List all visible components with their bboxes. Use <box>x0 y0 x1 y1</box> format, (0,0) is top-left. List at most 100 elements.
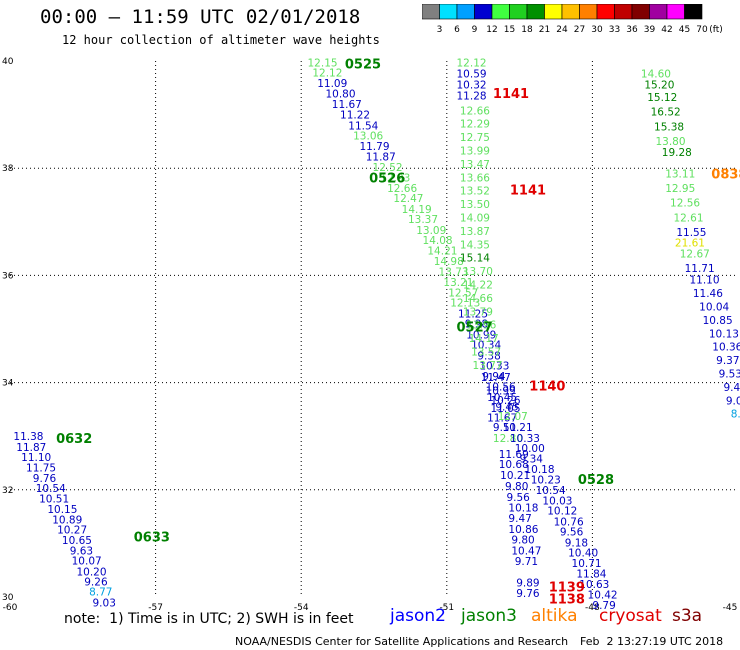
wave-height-label: 11.05 <box>490 403 520 415</box>
satellite-label-s3a: s3a <box>672 606 703 626</box>
wave-height-label: 15.38 <box>654 121 684 133</box>
wave-height-label: 10.54 <box>536 485 566 497</box>
colorbar-tick-label: 36 <box>626 25 638 35</box>
wave-height-label: 15.14 <box>460 253 490 265</box>
y-tick-label: 32 <box>2 486 13 496</box>
wave-height-label: 10.45 <box>487 392 517 404</box>
wave-height-label: 9.94 <box>482 371 506 383</box>
wave-height-label: 9.79 <box>592 600 615 612</box>
wave-height-label: 10.99 <box>486 386 516 398</box>
wave-height-label: 9.18 <box>565 537 588 549</box>
wave-height-label: 10.86 <box>508 524 538 536</box>
wave-height-label: 14.17 <box>469 333 499 345</box>
wave-height-label: 8.91 <box>731 409 740 421</box>
wave-height-label: 9.80 <box>511 535 534 547</box>
wave-height-label: 14.19 <box>402 204 432 216</box>
colorbar-tick-label: 6 <box>454 25 460 35</box>
wave-height-label: 11.46 <box>693 288 723 300</box>
wave-height-label: 11.87 <box>16 442 46 454</box>
wave-height-label: 9.03 <box>93 597 116 609</box>
wave-height-label: 11.75 <box>26 462 56 474</box>
wave-height-label: 9.63 <box>70 545 93 557</box>
wave-height-label: 10.21 <box>503 422 533 434</box>
wave-height-label: 13.80 <box>655 136 685 148</box>
wave-height-label: 13.96 <box>466 320 496 332</box>
wave-height-label: 13.06 <box>353 131 383 143</box>
wave-height-label: 9.89 <box>516 578 539 590</box>
colorbar-tick-label: 12 <box>486 25 497 35</box>
wave-height-label: 11.67 <box>332 99 362 111</box>
wave-height-label: 9.76 <box>516 588 540 600</box>
wave-height-label: 10.21 <box>500 470 530 482</box>
footer-note: note: 1) Time is in UTC; 2) SWH is in fe… <box>64 611 354 627</box>
wave-height-label: 13.77 <box>473 360 503 372</box>
y-tick-label: 36 <box>2 271 14 281</box>
wave-height-label: 13.79 <box>463 306 493 318</box>
wave-height-label: 12.57 <box>448 288 478 300</box>
wave-height-label: 11.69 <box>499 449 529 461</box>
wave-height-label: 12.47 <box>393 193 423 205</box>
wave-height-label: 13.21 <box>443 277 473 289</box>
colorbar-tick-label: 45 <box>679 25 690 35</box>
pass-time-label: 0838 <box>711 168 740 183</box>
wave-height-label: 12.67 <box>680 248 710 260</box>
wave-height-label: 11.10 <box>21 452 51 464</box>
wave-height-label: 8.77 <box>89 587 112 599</box>
colorbar-tick-label: 15 <box>504 25 515 35</box>
wave-height-label: 10.99 <box>466 329 496 341</box>
wave-height-label: 12.12 <box>457 58 487 70</box>
wave-height-label: 14.21 <box>427 246 457 258</box>
wave-height-label: 14.60 <box>641 68 671 80</box>
wave-height-label: 10.20 <box>76 566 106 578</box>
wave-height-label: 14.09 <box>460 213 490 225</box>
credit-text: NOAA/NESDIS Center for Satellite Applica… <box>235 635 569 648</box>
wave-height-label: 10.59 <box>457 68 487 80</box>
wave-height-label: 14.35 <box>460 239 490 251</box>
wave-height-label: 11.71 <box>685 263 715 275</box>
pass-time-label: 1140 <box>529 379 565 394</box>
wave-height-label: 10.51 <box>39 493 69 505</box>
wave-height-label: 10.00 <box>515 443 545 455</box>
satellite-label-jason2: jason2 <box>390 606 446 626</box>
wave-height-label: 11.87 <box>366 151 396 163</box>
x-tick-label: -54 <box>294 603 309 613</box>
wave-height-label: 10.47 <box>511 545 541 557</box>
wave-height-label: 12.15 <box>308 58 338 70</box>
pass-time-label: 0526 <box>369 171 405 186</box>
wave-height-label: 14.08 <box>423 235 453 247</box>
wave-height-label: 10.04 <box>699 301 729 313</box>
wave-height-label: 13.99 <box>460 146 490 158</box>
wave-height-label: 9.26 <box>84 576 108 588</box>
wave-height-label: 10.23 <box>531 475 561 487</box>
wave-height-label: 9.76 <box>33 473 57 485</box>
pass-time-label: 1141 <box>493 87 529 102</box>
x-tick-label: -51 <box>439 603 454 613</box>
x-tick-label: -60 <box>3 603 18 613</box>
pass-time-label: 0528 <box>578 473 614 488</box>
map-subtitle: 12 hour collection of altimeter wave hei… <box>62 33 380 47</box>
pass-time-label: 0632 <box>56 432 92 447</box>
wave-height-label: 10.63 <box>579 579 609 591</box>
wave-height-label: 9.51 <box>493 422 516 434</box>
wave-height-label: 10.03 <box>542 496 572 508</box>
wave-height-label: 9.80 <box>505 481 528 493</box>
measurement-layer: 12.1512.1211.0910.8011.6711.2211.5413.06… <box>13 58 740 612</box>
wave-height-label: 12.93 <box>380 172 410 184</box>
wave-height-label: 13.37 <box>408 214 438 226</box>
x-tick-label: -57 <box>148 603 163 613</box>
wave-height-label: 13.52 <box>460 186 490 198</box>
wave-height-label: 12.66 <box>460 105 490 117</box>
wave-height-label: 19.28 <box>662 147 692 159</box>
wave-height-label: 13.66 <box>460 172 490 184</box>
wave-height-label: 10.42 <box>588 589 618 601</box>
wave-height-label: 21.61 <box>675 238 705 250</box>
satellite-label-jason3: jason3 <box>461 606 517 626</box>
pass-time-label: 0527 <box>457 320 493 335</box>
wave-height-label: 12.56 <box>670 198 700 210</box>
wave-height-label: 15.20 <box>644 80 674 92</box>
y-tick-label: 30 <box>2 593 14 603</box>
wave-height-label: 11.38 <box>13 431 43 443</box>
wave-height-label: 13.09 <box>416 225 446 237</box>
wave-height-label: 10.13 <box>709 328 739 340</box>
